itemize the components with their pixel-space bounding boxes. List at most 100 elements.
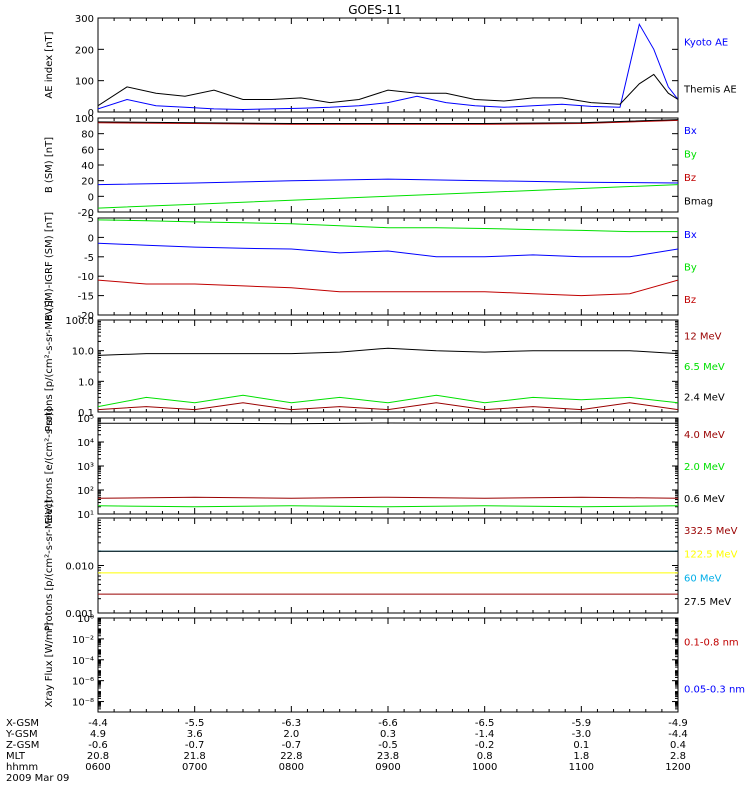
legend-entry: 332.5 MeV bbox=[684, 526, 738, 537]
panel-frame bbox=[97, 217, 679, 316]
ephemeris-value: -0.6 bbox=[88, 740, 108, 751]
ephemeris-value: -0.7 bbox=[282, 740, 302, 751]
series-line bbox=[98, 402, 678, 411]
y-axis-label: B (SM) [nT] bbox=[44, 137, 55, 193]
ephemeris-value: 23.8 bbox=[377, 751, 399, 762]
y-tick-label: 10⁴ bbox=[77, 438, 94, 449]
y-tick-label: 0.1 bbox=[78, 408, 94, 419]
panel-1: 0 100 200 300 AE index [nT] Kyoto AE Themis AE bbox=[44, 14, 737, 119]
y-tick-label: 80 bbox=[81, 130, 94, 141]
y-tick-label: -5 bbox=[84, 253, 94, 264]
series-line bbox=[98, 119, 678, 125]
ephemeris-value: -4.4 bbox=[668, 729, 688, 740]
y-tick-label: 100 bbox=[75, 77, 94, 88]
panel-2: -20 0 20 40 60 80 100 B (SM) [nT] Bx By Bz Bmag bbox=[44, 114, 713, 219]
y-tick-label: 0 bbox=[88, 233, 94, 244]
y-tick-label: -15 bbox=[78, 292, 94, 303]
legend-entry: 0.1-0.8 nm bbox=[684, 638, 739, 649]
legend-entry: Bz bbox=[684, 295, 696, 306]
series-line bbox=[98, 178, 678, 186]
series-line bbox=[98, 22, 678, 111]
ephemeris-row-name: hhmm bbox=[6, 762, 38, 773]
panel-frame bbox=[97, 517, 679, 614]
y-tick-label: 10¹ bbox=[77, 510, 94, 521]
series-line bbox=[98, 242, 678, 258]
series-line bbox=[98, 73, 678, 107]
legend-entry: Themis AE bbox=[683, 85, 737, 96]
ephemeris-value: 0700 bbox=[182, 762, 207, 773]
plot-title: GOES-11 bbox=[348, 3, 402, 17]
panel-frame bbox=[97, 319, 679, 413]
series-line bbox=[98, 496, 678, 499]
ephemeris-value: 21.8 bbox=[184, 751, 206, 762]
legend-entry: 4.0 MeV bbox=[684, 430, 725, 441]
legend-entry: By bbox=[684, 263, 697, 274]
date-label: 2009 Mar 09 bbox=[6, 773, 69, 784]
legend-entry: 27.5 MeV bbox=[684, 597, 731, 608]
ephemeris-row-name: Y-GSM bbox=[5, 729, 38, 740]
ephemeris-value: 0.4 bbox=[670, 740, 686, 751]
ephemeris-value: -3.0 bbox=[572, 729, 592, 740]
legend-entry: By bbox=[684, 149, 697, 160]
ephemeris-value: -6.3 bbox=[282, 718, 302, 729]
y-tick-label: -20 bbox=[78, 208, 94, 219]
ephemeris-row-name: MLT bbox=[6, 751, 26, 762]
panel-frame bbox=[97, 17, 679, 113]
legend-entry: 0.6 MeV bbox=[684, 494, 725, 505]
y-tick-label: 10⁰ bbox=[77, 614, 94, 625]
ephemeris-value: -5.9 bbox=[572, 718, 592, 729]
series-line bbox=[98, 119, 678, 124]
y-tick-label: 10⁵ bbox=[77, 414, 94, 425]
series-line bbox=[98, 184, 678, 209]
ephemeris-value: -6.5 bbox=[475, 718, 495, 729]
ephemeris-value: 0600 bbox=[85, 762, 110, 773]
panel-4: 0.1 1.0 10.0 100.0 Protons [p/(cm²-s-sr-MeV)… bbox=[44, 300, 725, 432]
ephemeris-value: -1.4 bbox=[475, 729, 495, 740]
ephemeris-value: -4.9 bbox=[668, 718, 688, 729]
ephemeris-row-name: X-GSM bbox=[6, 718, 39, 729]
y-tick-label: 10⁻⁶ bbox=[72, 677, 94, 688]
ephemeris-value: 0800 bbox=[279, 762, 304, 773]
y-axis-label: Xray Flux [W/m²] bbox=[44, 622, 55, 707]
legend-entry: 6.5 MeV bbox=[684, 362, 725, 373]
y-tick-label: 200 bbox=[75, 45, 94, 56]
panel-frame bbox=[97, 417, 679, 515]
panel-frame bbox=[97, 617, 679, 713]
series-line bbox=[98, 279, 678, 297]
series-line bbox=[98, 219, 678, 233]
y-tick-label: 10⁻² bbox=[72, 635, 94, 646]
legend-entry: Kyoto AE bbox=[684, 38, 728, 49]
ephemeris-value: -5.5 bbox=[185, 718, 205, 729]
ephemeris-value: 1100 bbox=[569, 762, 594, 773]
series-line bbox=[98, 394, 678, 408]
y-tick-label: 60 bbox=[81, 145, 94, 156]
y-tick-label: 0.001 bbox=[65, 609, 94, 620]
ephemeris-value: -0.2 bbox=[475, 740, 495, 751]
y-tick-label: 10³ bbox=[77, 462, 94, 473]
y-tick-label: -20 bbox=[78, 311, 94, 322]
y-tick-label: 10² bbox=[77, 486, 94, 497]
ephemeris-value: 0.8 bbox=[477, 751, 493, 762]
series-line bbox=[98, 505, 678, 508]
ephemeris-value: 1000 bbox=[472, 762, 497, 773]
ephemeris-value: 0.3 bbox=[380, 729, 396, 740]
ephemeris-value: 2.8 bbox=[670, 751, 686, 762]
y-tick-label: 100.0 bbox=[65, 316, 94, 327]
panel-frame bbox=[97, 117, 679, 213]
ephemeris-value: 1.8 bbox=[573, 751, 589, 762]
ephemeris-value: 2.0 bbox=[283, 729, 299, 740]
y-tick-label: 20 bbox=[81, 177, 94, 188]
legend-entry: 60 MeV bbox=[684, 573, 722, 584]
series-line bbox=[98, 347, 678, 356]
y-tick-label: 0 bbox=[88, 108, 94, 119]
series-line bbox=[98, 422, 678, 425]
y-axis-label: AE index [nT] bbox=[44, 31, 55, 98]
ephemeris-value: -0.5 bbox=[378, 740, 398, 751]
y-axis-label: Protons [p/(cm²-s-sr-MeV)] bbox=[44, 300, 55, 432]
y-axis-label: Protons [p/(cm²-s-sr-MeV)] bbox=[44, 500, 55, 632]
y-tick-label: 0 bbox=[88, 192, 94, 203]
legend-entry: 12 MeV bbox=[684, 331, 722, 342]
y-tick-label: 0.010 bbox=[65, 562, 94, 573]
ephemeris-value: 0.1 bbox=[573, 740, 589, 751]
